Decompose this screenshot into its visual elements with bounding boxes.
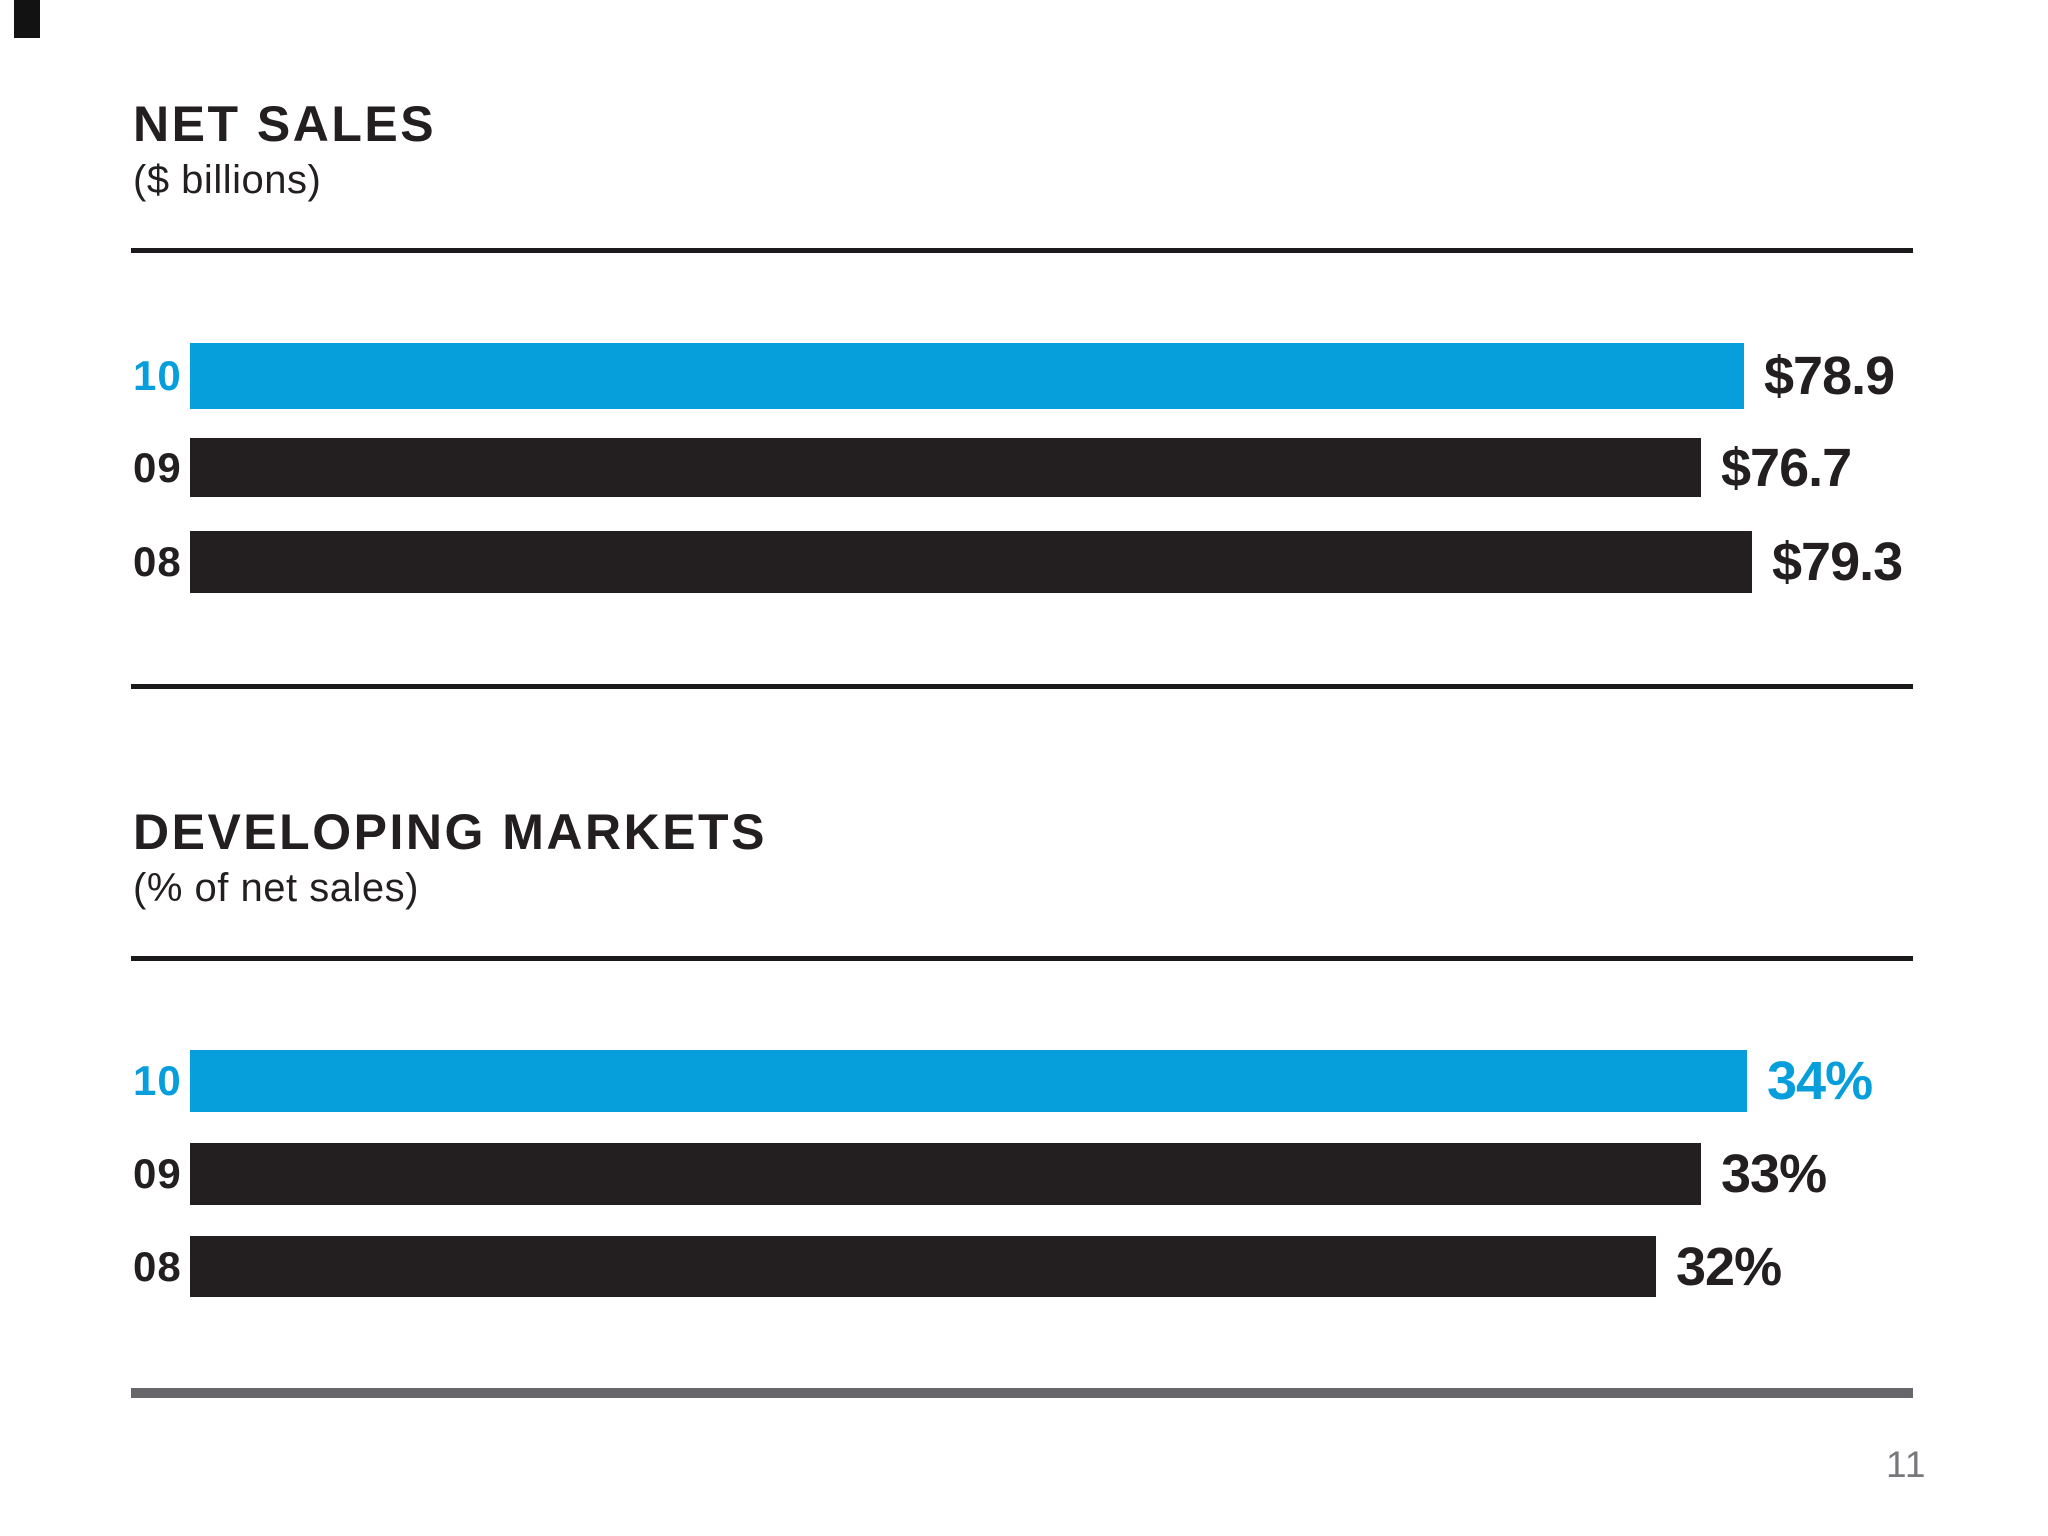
developing-markets-title: DEVELOPING MARKETS (133, 804, 767, 860)
net-sales-bottom-rule (131, 684, 1913, 689)
value-label: 32% (1676, 1236, 1782, 1297)
year-label: 10 (133, 352, 182, 399)
net-sales-row-08: 08 $79.3 (133, 531, 1933, 593)
developing-markets-bar-08 (190, 1236, 1656, 1297)
year-label: 09 (133, 1150, 182, 1197)
developing-markets-bar-09 (190, 1143, 1701, 1205)
value-label: 34% (1767, 1051, 1873, 1111)
net-sales-subtitle: ($ billions) (133, 158, 322, 202)
page-number: 11 (1886, 1444, 1927, 1485)
value-label: 33% (1721, 1144, 1827, 1204)
net-sales-bar-09 (190, 438, 1701, 497)
net-sales-title: NET SALES (133, 96, 437, 152)
developing-markets-row-10: 10 34% (133, 1050, 1933, 1112)
value-label: $76.7 (1721, 437, 1852, 498)
year-label: 09 (133, 443, 182, 491)
developing-markets-top-rule (131, 956, 1913, 961)
year-label: 08 (133, 1242, 182, 1290)
year-label: 08 (133, 538, 182, 585)
net-sales-top-rule (131, 248, 1913, 253)
developing-markets-bar-10 (190, 1050, 1747, 1112)
net-sales-row-09: 09 $76.7 (133, 437, 1933, 498)
year-label: 10 (133, 1057, 182, 1104)
developing-markets-row-09: 09 33% (133, 1143, 1933, 1205)
developing-markets-subtitle: (% of net sales) (133, 866, 419, 910)
value-label: $79.3 (1772, 532, 1903, 592)
page-edge-mark (14, 0, 40, 38)
value-label: $78.9 (1764, 346, 1895, 406)
net-sales-bar-10 (190, 343, 1744, 409)
net-sales-bar-08 (190, 531, 1752, 593)
page-bottom-rule (131, 1388, 1913, 1398)
net-sales-row-10: 10 $78.9 (133, 343, 1933, 409)
developing-markets-row-08: 08 32% (133, 1236, 1933, 1297)
